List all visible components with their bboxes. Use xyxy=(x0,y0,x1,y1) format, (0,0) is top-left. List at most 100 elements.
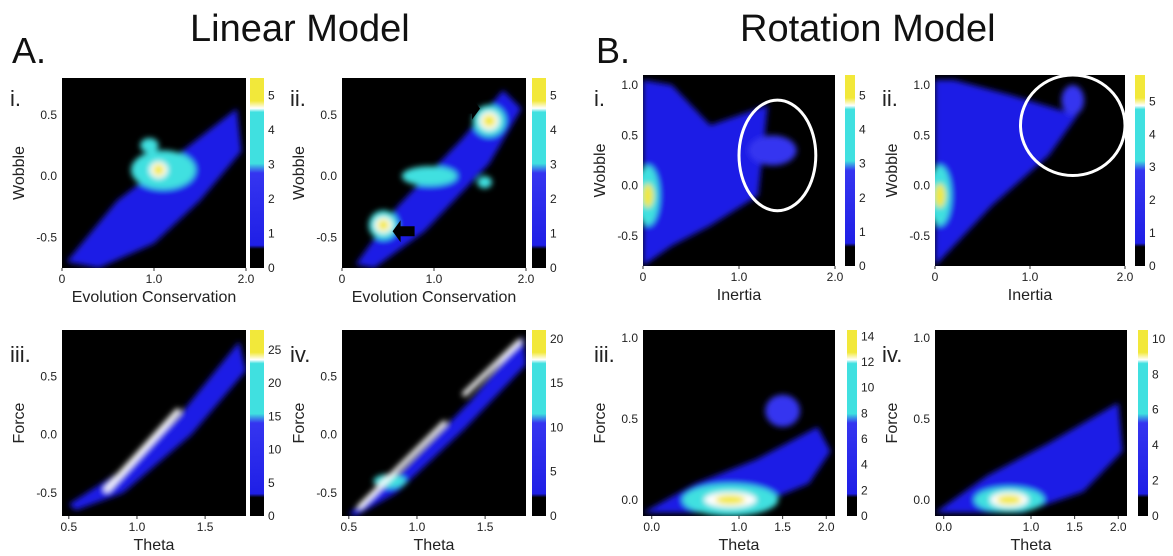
heatmap-panel-0: i. 0 1.0 2.0 0.5 0.0 -0.5 Evolution Conservatio… xyxy=(10,78,275,306)
colorbar xyxy=(532,330,546,516)
colorbar-tick-label: 1 xyxy=(1149,226,1156,240)
y-axis-label: Force xyxy=(592,402,609,443)
x-tick-label: 0 xyxy=(640,270,647,284)
x-tick-label: 0.5 xyxy=(60,520,77,534)
panel-label: ii. xyxy=(882,86,898,111)
colorbar-tick-label: 2 xyxy=(550,192,557,206)
y-tick-label: 0.0 xyxy=(621,179,638,193)
heatmap-panel-2: iii. 0.5 1.0 1.5 0.5 0.0 -0.5 Theta Force 25 20 15 1… xyxy=(10,330,282,554)
y-tick-label: 0.5 xyxy=(913,412,930,426)
y-axis-label: Wobble xyxy=(291,146,308,200)
y-tick-label: 0.5 xyxy=(320,108,337,122)
density-region xyxy=(643,80,768,266)
y-tick-label: 0.5 xyxy=(320,370,337,384)
x-axis-label: Theta xyxy=(1011,537,1052,554)
y-tick-label: 1.0 xyxy=(913,78,930,92)
x-tick-label: 1.5 xyxy=(477,520,494,534)
density-ridge xyxy=(357,420,447,510)
colorbar-tick-label: 10 xyxy=(861,381,875,395)
heatmap-panel-7: iv. 0.0 1.0 1.5 2.0 1.0 0.5 0.0 Theta Force 10 8 6 4 2… xyxy=(882,330,1166,554)
y-axis-label: Force xyxy=(11,402,28,443)
x-tick-label: 1.0 xyxy=(426,272,443,286)
colorbar-tick-label: 4 xyxy=(268,123,275,137)
highlight-circle xyxy=(737,98,818,213)
colorbar-tick-label: 20 xyxy=(268,376,282,390)
x-tick-label: 2.0 xyxy=(1117,270,1134,284)
colorbar-tick-label: 5 xyxy=(550,88,557,102)
x-tick-label: 1.0 xyxy=(409,520,426,534)
colorbar xyxy=(532,78,546,268)
y-tick-label: 0.5 xyxy=(913,128,930,142)
density-layer xyxy=(643,394,831,516)
colorbar-tick-label: 10 xyxy=(1152,332,1166,346)
density-peak xyxy=(748,135,797,166)
panel-label: i. xyxy=(10,86,21,111)
x-tick-label: 1.5 xyxy=(1066,520,1083,534)
y-tick-label: 0.0 xyxy=(40,169,57,183)
density-layer xyxy=(348,335,526,516)
density-layer xyxy=(935,80,1085,266)
x-tick-label: 1.5 xyxy=(774,520,791,534)
density-peak xyxy=(935,183,946,208)
colorbar-tick-label: 12 xyxy=(861,355,875,369)
y-axis-label: Force xyxy=(884,402,901,443)
y-axis-label: Force xyxy=(291,402,308,443)
x-axis-label: Inertia xyxy=(1008,287,1053,304)
colorbar xyxy=(1138,330,1148,516)
y-tick-label: 0.5 xyxy=(621,128,638,142)
x-axis-label: Inertia xyxy=(717,287,762,304)
density-peak xyxy=(377,219,389,231)
y-tick-label: 0.0 xyxy=(913,179,930,193)
colorbar-tick-label: 3 xyxy=(550,157,557,171)
colorbar-tick-label: 0 xyxy=(268,261,275,275)
x-tick-label: 1.0 xyxy=(146,272,163,286)
colorbar-tick-label: 0 xyxy=(1152,509,1159,523)
heatmap-panel-1: ii. 0 1.0 2.0 0.5 0.0 -0.5 Evolution Conservati… xyxy=(290,78,557,306)
x-axis-label: Evolution Conservation xyxy=(72,289,237,306)
colorbar-tick-label: 8 xyxy=(861,406,868,420)
x-tick-label: 1.0 xyxy=(1022,270,1039,284)
y-axis-label: Wobble xyxy=(884,143,901,197)
colorbar-tick-label: 0 xyxy=(268,509,275,523)
heatmap-panel-5: ii. 0 1.0 2.0 1.0 0.5 0.0 -0.5 Inertia Wobble 5 4 3 2… xyxy=(882,73,1156,304)
plot-area xyxy=(342,330,526,516)
colorbar xyxy=(250,330,264,516)
colorbar-tick-label: 3 xyxy=(859,157,866,171)
highlight-circle xyxy=(1019,73,1127,178)
colorbar xyxy=(250,78,264,268)
colorbar-tick-label: 2 xyxy=(859,191,866,205)
x-tick-label: 2.0 xyxy=(818,520,835,534)
density-peak xyxy=(477,176,492,189)
colorbar-tick-label: 14 xyxy=(861,329,875,343)
heatmap-panel-3: iv. 0.5 1.0 1.5 0.5 0.0 -0.5 Theta Force 20 15 10 5 0 xyxy=(290,330,564,554)
colorbar-tick-label: 5 xyxy=(550,465,557,479)
colorbar-tick-label: 3 xyxy=(268,157,275,171)
density-peak xyxy=(765,394,801,428)
colorbar-tick-label: 3 xyxy=(1149,160,1156,174)
panel-label: iv. xyxy=(882,342,902,367)
x-tick-label: 2.0 xyxy=(1110,520,1127,534)
y-tick-label: 1.0 xyxy=(621,331,638,345)
colorbar-tick-label: 0 xyxy=(550,261,557,275)
y-tick-label: 0.5 xyxy=(621,412,638,426)
section-b-letter: B. xyxy=(596,30,631,71)
density-peak xyxy=(715,494,746,505)
heatmap-panel-4: i. 0 1.0 2.0 1.0 0.5 0.0 -0.5 Inertia Wobble 5 4 3 2 1… xyxy=(592,75,866,304)
arrow-left-icon xyxy=(392,220,415,243)
density-peak xyxy=(140,138,159,153)
y-tick-label: -0.5 xyxy=(36,486,57,500)
section-a-letter: A. xyxy=(12,30,47,71)
colorbar-tick-label: 1 xyxy=(268,226,275,240)
density-layer xyxy=(935,402,1123,513)
colorbar xyxy=(1135,75,1145,266)
y-tick-label: -0.5 xyxy=(36,230,57,244)
section-a-title: Linear Model xyxy=(190,8,410,50)
colorbar-tick-label: 4 xyxy=(550,123,557,137)
colorbar-tick-label: 8 xyxy=(1152,367,1159,381)
y-tick-label: 0.0 xyxy=(621,493,638,507)
x-tick-label: 1.0 xyxy=(731,520,748,534)
density-layer xyxy=(68,341,246,511)
density-layer xyxy=(643,80,797,266)
x-axis-label: Theta xyxy=(134,537,175,554)
